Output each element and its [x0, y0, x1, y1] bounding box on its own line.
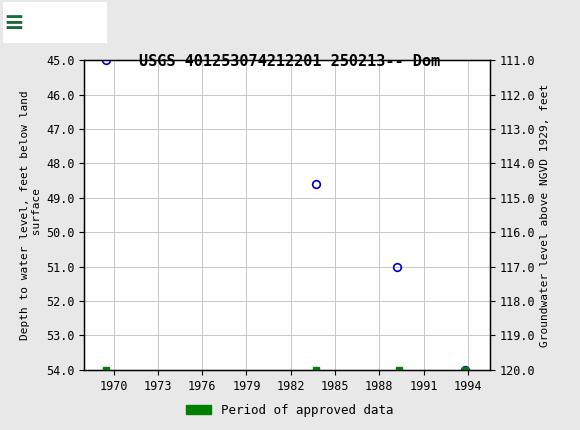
Y-axis label: Depth to water level, feet below land
 surface: Depth to water level, feet below land su… [20, 90, 42, 340]
Legend: Period of approved data: Period of approved data [181, 399, 399, 421]
Text: USGS: USGS [26, 13, 86, 32]
Bar [3, 2, 107, 43]
Text: USGS 401253074212201 250213-- Dom: USGS 401253074212201 250213-- Dom [139, 54, 441, 69]
Y-axis label: Groundwater level above NGVD 1929, feet: Groundwater level above NGVD 1929, feet [539, 83, 550, 347]
Text: ≡: ≡ [3, 11, 24, 34]
